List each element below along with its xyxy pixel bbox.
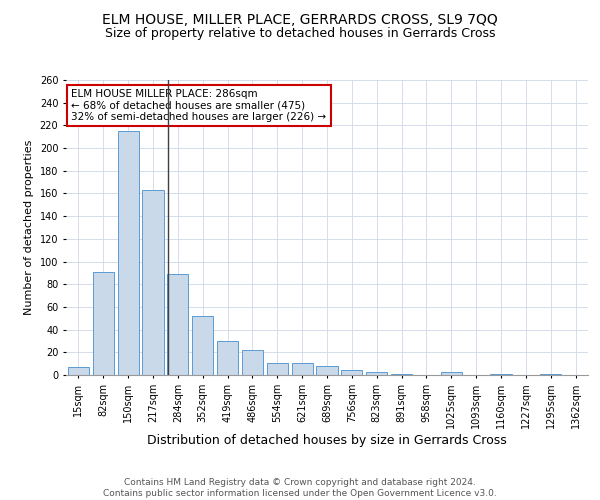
Bar [267, 362, 288, 375]
X-axis label: Distribution of detached houses by size in Gerrards Cross: Distribution of detached houses by size … [147, 434, 507, 447]
Bar [167, 274, 188, 375]
Bar [68, 367, 89, 375]
Bar [142, 190, 164, 375]
Text: Size of property relative to detached houses in Gerrards Cross: Size of property relative to detached ho… [105, 28, 495, 40]
Bar [118, 131, 139, 375]
Bar [292, 362, 313, 375]
Text: ELM HOUSE, MILLER PLACE, GERRARDS CROSS, SL9 7QQ: ELM HOUSE, MILLER PLACE, GERRARDS CROSS,… [102, 12, 498, 26]
Bar [93, 272, 114, 375]
Bar [192, 316, 213, 375]
Bar [391, 374, 412, 375]
Y-axis label: Number of detached properties: Number of detached properties [24, 140, 34, 315]
Bar [341, 370, 362, 375]
Bar [316, 366, 338, 375]
Bar [490, 374, 512, 375]
Bar [242, 350, 263, 375]
Bar [441, 372, 462, 375]
Bar [217, 341, 238, 375]
Text: ELM HOUSE MILLER PLACE: 286sqm
← 68% of detached houses are smaller (475)
32% of: ELM HOUSE MILLER PLACE: 286sqm ← 68% of … [71, 89, 326, 122]
Bar [366, 372, 387, 375]
Text: Contains HM Land Registry data © Crown copyright and database right 2024.
Contai: Contains HM Land Registry data © Crown c… [103, 478, 497, 498]
Bar [540, 374, 561, 375]
